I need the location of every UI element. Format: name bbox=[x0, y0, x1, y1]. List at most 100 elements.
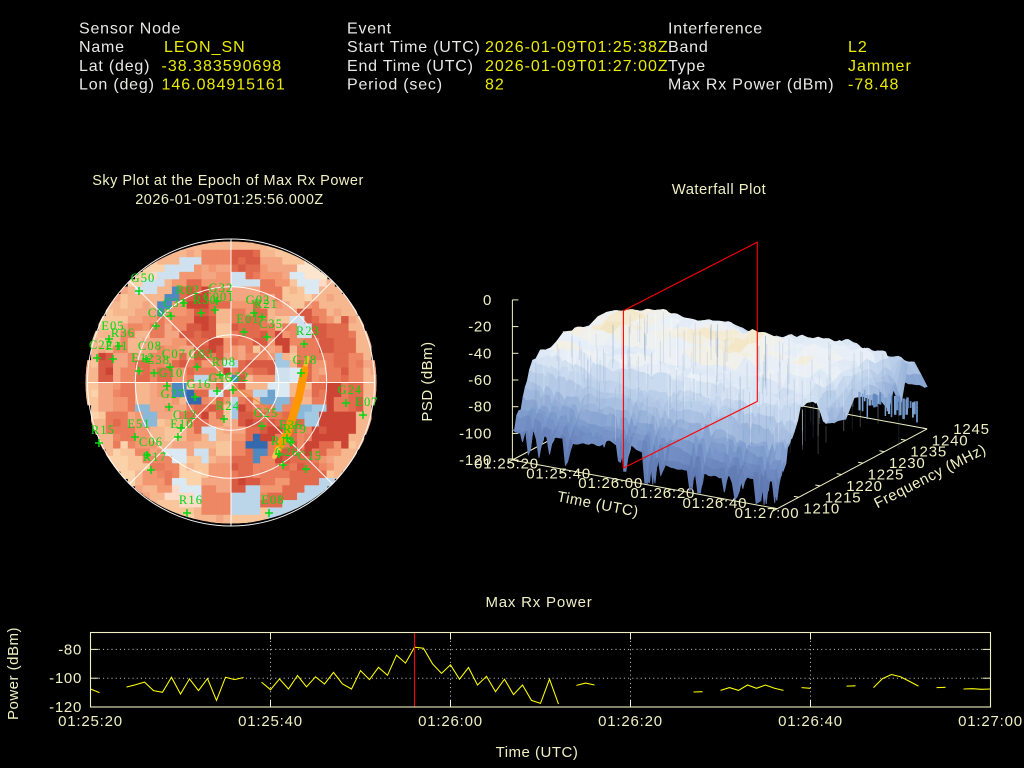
svg-text:C15: C15 bbox=[298, 449, 322, 463]
svg-text:C26: C26 bbox=[275, 445, 299, 459]
svg-text:Time (UTC): Time (UTC) bbox=[496, 744, 579, 761]
svg-text:C05: C05 bbox=[148, 306, 172, 320]
svg-text:R19: R19 bbox=[283, 422, 307, 436]
svg-text:-80: -80 bbox=[468, 399, 492, 416]
svg-text:01:26:20: 01:26:20 bbox=[630, 485, 695, 502]
svg-text:1235: 1235 bbox=[910, 444, 947, 461]
svg-text:G10: G10 bbox=[159, 366, 184, 380]
svg-text:1220: 1220 bbox=[846, 478, 883, 495]
svg-text:-38.383590698: -38.383590698 bbox=[162, 58, 283, 75]
svg-text:E51: E51 bbox=[127, 417, 150, 431]
svg-text:2026-01-09T01:25:38Z: 2026-01-09T01:25:38Z bbox=[485, 39, 669, 56]
svg-text:C31: C31 bbox=[163, 296, 187, 310]
svg-text:G16: G16 bbox=[187, 377, 212, 391]
svg-text:C06: C06 bbox=[139, 435, 163, 449]
svg-text:-120: -120 bbox=[49, 699, 82, 716]
svg-text:End Time (UTC): End Time (UTC) bbox=[347, 58, 474, 75]
svg-text:G50: G50 bbox=[131, 271, 156, 285]
svg-text:Type: Type bbox=[668, 58, 706, 75]
svg-text:R21: R21 bbox=[254, 297, 278, 311]
svg-text:E10: E10 bbox=[170, 417, 193, 431]
svg-text:2026-01-09T01:27:00Z: 2026-01-09T01:27:00Z bbox=[485, 58, 669, 75]
svg-text:-120: -120 bbox=[459, 452, 492, 469]
svg-text:-20: -20 bbox=[468, 319, 492, 336]
svg-text:0: 0 bbox=[483, 292, 492, 309]
svg-text:C07: C07 bbox=[162, 347, 186, 361]
svg-text:G32: G32 bbox=[209, 281, 234, 295]
svg-text:R24: R24 bbox=[216, 399, 240, 413]
svg-text:R02: R02 bbox=[176, 283, 200, 297]
svg-text:1210: 1210 bbox=[803, 501, 840, 518]
svg-text:R08: R08 bbox=[212, 355, 236, 369]
svg-text:C001: C001 bbox=[203, 290, 235, 304]
svg-text:01:25:40: 01:25:40 bbox=[526, 465, 591, 482]
svg-text:Max Rx Power: Max Rx Power bbox=[485, 594, 592, 611]
svg-text:01:26:00: 01:26:00 bbox=[418, 713, 483, 730]
svg-text:C35: C35 bbox=[259, 317, 283, 331]
svg-text:Sensor Node: Sensor Node bbox=[79, 21, 181, 38]
svg-text:LEON_SN: LEON_SN bbox=[164, 39, 246, 56]
svg-text:R36: R36 bbox=[111, 326, 135, 340]
svg-text:E05: E05 bbox=[101, 319, 124, 333]
svg-text:E08: E08 bbox=[261, 493, 284, 507]
svg-text:G25: G25 bbox=[254, 406, 279, 420]
svg-text:Start Time (UTC): Start Time (UTC) bbox=[347, 39, 481, 56]
svg-text:G03: G03 bbox=[189, 347, 214, 361]
svg-text:Max Rx Power (dBm): Max Rx Power (dBm) bbox=[668, 77, 834, 94]
svg-text:146.084915161: 146.084915161 bbox=[162, 77, 286, 94]
svg-text:-60: -60 bbox=[468, 372, 492, 389]
svg-text:-78.48: -78.48 bbox=[848, 77, 899, 94]
svg-text:R30: R30 bbox=[193, 293, 217, 307]
svg-text:Jammer: Jammer bbox=[848, 58, 912, 75]
svg-text:L2: L2 bbox=[848, 39, 868, 56]
svg-text:1230: 1230 bbox=[889, 455, 926, 472]
svg-text:01:26:40: 01:26:40 bbox=[683, 495, 748, 512]
svg-text:01:27:00: 01:27:00 bbox=[735, 505, 800, 522]
svg-text:01:27:00: 01:27:00 bbox=[958, 713, 1023, 730]
svg-text:G18: G18 bbox=[293, 353, 318, 367]
svg-text:-100: -100 bbox=[49, 670, 82, 687]
svg-text:G24: G24 bbox=[338, 383, 363, 397]
svg-text:1245: 1245 bbox=[953, 421, 990, 438]
svg-text:Name: Name bbox=[79, 39, 125, 56]
svg-text:01:25:20: 01:25:20 bbox=[58, 713, 123, 730]
svg-text:C12: C12 bbox=[173, 408, 197, 422]
svg-text:Event: Event bbox=[347, 21, 392, 38]
svg-text:E36: E36 bbox=[279, 418, 302, 432]
svg-text:1225: 1225 bbox=[868, 467, 905, 484]
svg-text:-100: -100 bbox=[459, 425, 492, 442]
svg-text:Lat (deg): Lat (deg) bbox=[79, 58, 150, 75]
svg-text:2026-01-09T01:25:56.000Z: 2026-01-09T01:25:56.000Z bbox=[135, 192, 324, 208]
svg-text:E01: E01 bbox=[236, 312, 259, 326]
svg-text:C22: C22 bbox=[89, 338, 113, 352]
svg-text:82: 82 bbox=[485, 77, 505, 94]
svg-text:G27: G27 bbox=[161, 387, 186, 401]
svg-text:Band: Band bbox=[668, 39, 709, 56]
svg-text:01:25:20: 01:25:20 bbox=[474, 456, 539, 473]
svg-text:PSD (dBm): PSD (dBm) bbox=[419, 341, 436, 421]
svg-text:Waterfall Plot: Waterfall Plot bbox=[672, 182, 766, 198]
svg-text:R15: R15 bbox=[91, 423, 115, 437]
svg-text:C38: C38 bbox=[146, 353, 170, 367]
svg-text:R16: R16 bbox=[179, 493, 203, 507]
svg-text:G02: G02 bbox=[246, 293, 271, 307]
svg-text:R17: R17 bbox=[143, 450, 167, 464]
svg-text:01:25:40: 01:25:40 bbox=[238, 713, 303, 730]
svg-text:-40: -40 bbox=[468, 345, 492, 362]
svg-text:E07: E07 bbox=[355, 395, 378, 409]
svg-text:1215: 1215 bbox=[825, 489, 862, 506]
svg-text:1240: 1240 bbox=[932, 432, 969, 449]
svg-text:G52: G52 bbox=[225, 370, 250, 384]
svg-text:Interference: Interference bbox=[668, 21, 763, 38]
svg-text:Period (sec): Period (sec) bbox=[347, 77, 443, 94]
svg-text:01:26:20: 01:26:20 bbox=[598, 713, 663, 730]
svg-text:Sky Plot at the Epoch of Max R: Sky Plot at the Epoch of Max Rx Power bbox=[92, 173, 364, 189]
svg-text:E12: E12 bbox=[131, 351, 154, 365]
svg-text:01:26:00: 01:26:00 bbox=[578, 475, 643, 492]
svg-text:R23: R23 bbox=[296, 324, 320, 338]
svg-text:Lon (deg): Lon (deg) bbox=[79, 77, 155, 94]
svg-text:Power (dBm): Power (dBm) bbox=[5, 627, 22, 720]
svg-text:C08: C08 bbox=[138, 339, 162, 353]
svg-text:01:26:40: 01:26:40 bbox=[778, 713, 843, 730]
svg-text:-80: -80 bbox=[58, 641, 82, 658]
